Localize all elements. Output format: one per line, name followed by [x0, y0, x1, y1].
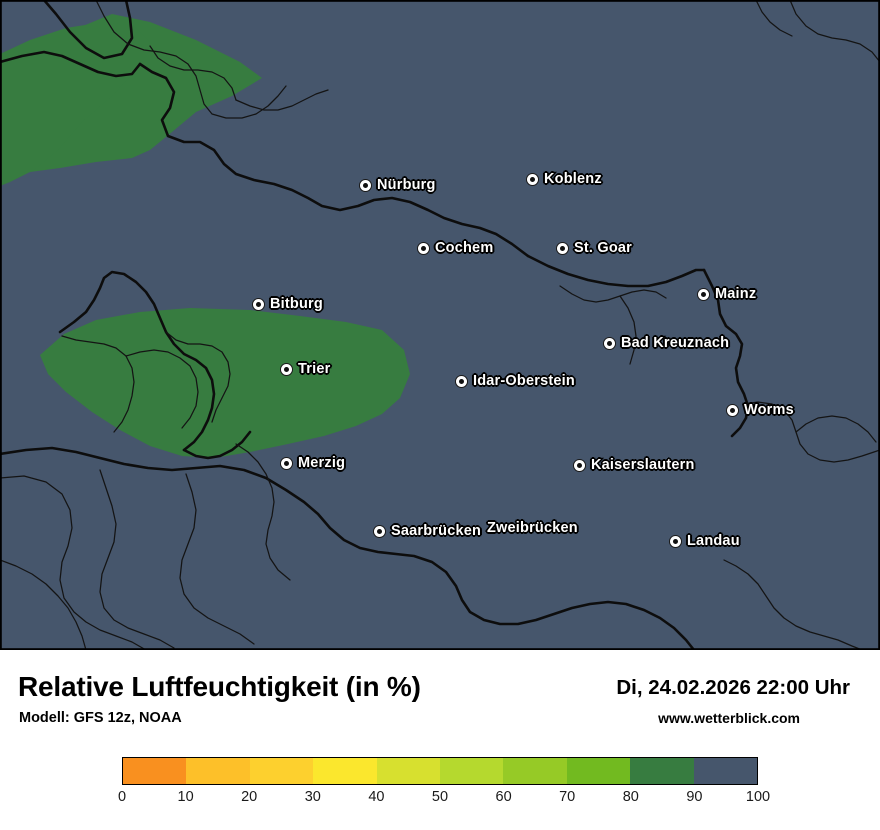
city-dot-icon [574, 459, 585, 471]
city-dot-icon [418, 242, 429, 254]
city-dot-icon [360, 179, 371, 191]
city-marker[interactable]: Koblenz [527, 170, 603, 189]
colorbar-tick-labels: 0 10 20 30 40 50 60 70 80 90 100 [118, 789, 770, 813]
city-dot-icon [281, 363, 292, 375]
city-marker[interactable]: Nürburg [360, 176, 437, 195]
city-dot-icon [253, 298, 264, 310]
city-marker[interactable]: Landau [670, 532, 741, 551]
city-marker[interactable]: Bitburg [253, 295, 324, 314]
colorbar-band-90-100 [693, 758, 758, 784]
colorbar-tick-60: 60 [495, 789, 512, 805]
city-marker[interactable]: St. Goar [557, 239, 633, 258]
colorbar-tick-30: 30 [304, 789, 321, 805]
city-label: Landau [686, 532, 741, 551]
page-title: Relative Luftfeuchtigkeit (in %) [18, 671, 421, 702]
city-label: St. Goar [573, 239, 633, 258]
city-marker[interactable]: Worms [727, 401, 795, 420]
city-dot-icon [281, 457, 292, 469]
city-label: Idar-Oberstein [472, 372, 576, 391]
city-marker[interactable]: Saarbrücken [374, 522, 482, 541]
city-label: Nürburg [376, 176, 437, 195]
city-label: Bitburg [269, 295, 324, 314]
city-label: Worms [743, 401, 795, 420]
colorbar-tick-50: 50 [431, 789, 449, 805]
colorbar [122, 757, 758, 785]
colorbar-band-50-60 [440, 758, 504, 784]
colorbar-tick-90: 90 [686, 789, 703, 805]
city-dot-icon [604, 337, 615, 349]
valid-datetime: Di, 24.02.2026 22:00 Uhr [616, 676, 850, 699]
city-marker[interactable]: Idar-Oberstein [456, 372, 576, 391]
city-label: Bad Kreuznach [620, 334, 731, 353]
city-label: Saarbrücken [390, 522, 482, 541]
city-dot-icon [374, 525, 385, 537]
city-marker[interactable]: Bad Kreuznach [604, 334, 731, 353]
city-dot-icon [727, 404, 738, 416]
city-label: Trier [297, 360, 332, 379]
humidity-region-trier-luxembourg [40, 308, 410, 458]
website-label: www.wetterblick.com [658, 710, 800, 726]
colorbar-tick-100: 100 [745, 789, 771, 805]
regional-borders [0, 0, 880, 650]
city-marker[interactable]: Trier [281, 360, 332, 379]
city-marker[interactable]: Cochem [418, 239, 495, 258]
city-dot-icon [456, 375, 467, 387]
colorbar-band-20-30 [249, 758, 314, 784]
footer-panel: Relative Luftfeuchtigkeit (in %) Modell:… [0, 650, 880, 830]
map-canvas[interactable]: Nürburg Koblenz Cochem St. Goar Mainz Bi… [0, 0, 880, 650]
colorbar-tick-10: 10 [177, 789, 194, 805]
city-label: Cochem [434, 239, 495, 258]
humidity-band-80-90 [0, 14, 410, 458]
city-marker[interactable]: Kaiserslautern [574, 456, 696, 475]
national-borders [0, 0, 750, 650]
city-dot-icon [557, 242, 568, 254]
colorbar-gradient [122, 757, 758, 785]
city-dot-icon [527, 173, 538, 185]
city-dot-icon [670, 535, 681, 547]
city-label: Mainz [714, 285, 758, 304]
colorbar-band-60-70 [503, 758, 567, 784]
colorbar-tick-80: 80 [622, 789, 639, 805]
colorbar-tick-40: 40 [368, 789, 385, 805]
colorbar-band-0-10 [123, 758, 187, 784]
city-marker[interactable]: Merzig [281, 454, 347, 473]
city-marker[interactable]: Mainz [698, 285, 758, 304]
colorbar-tick-0: 0 [117, 789, 127, 805]
colorbar-band-10-20 [186, 758, 250, 784]
city-label: Zweibrücken [486, 519, 579, 538]
colorbar-tick-70: 70 [559, 789, 576, 805]
city-marker[interactable]: Zweibrücken [486, 519, 579, 538]
city-label: Koblenz [543, 170, 603, 189]
colorbar-band-80-90 [630, 758, 694, 784]
city-label: Kaiserslautern [590, 456, 696, 475]
colorbar-band-30-40 [313, 758, 377, 784]
model-subtitle: Modell: GFS 12z, NOAA [19, 710, 182, 726]
map-frame [0, 0, 880, 650]
colorbar-band-40-50 [376, 758, 441, 784]
city-dot-icon [698, 288, 709, 300]
city-label: Merzig [297, 454, 347, 473]
map-vector-layer [0, 0, 880, 650]
colorbar-tick-20: 20 [241, 789, 258, 805]
humidity-region-northwest-lower [0, 22, 152, 186]
colorbar-band-70-80 [566, 758, 631, 784]
